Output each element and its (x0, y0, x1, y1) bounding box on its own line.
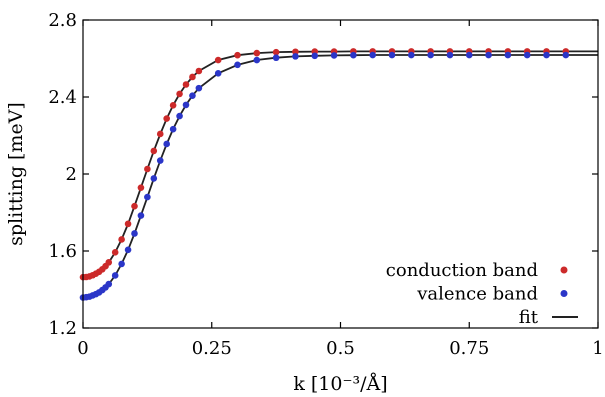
fit-line (82, 50, 598, 279)
x-axis-label: k [10⁻³/Å] (293, 373, 387, 395)
data-point (195, 67, 203, 75)
data-point (169, 101, 177, 109)
series-points (79, 51, 570, 301)
data-point (562, 51, 570, 59)
data-point (131, 230, 138, 237)
data-point (292, 53, 299, 60)
data-point (137, 212, 145, 219)
data-point (182, 81, 190, 88)
data-point (189, 73, 196, 81)
data-point (523, 51, 531, 59)
data-point (408, 51, 415, 59)
data-point (465, 51, 473, 59)
data-point (253, 56, 261, 64)
data-point (163, 115, 170, 122)
data-point (214, 70, 222, 77)
data-point (118, 236, 125, 243)
ticks: 0 0.25 0.5 0.75 1 1.2 1.6 2 2.4 2.8 (48, 10, 603, 359)
data-point (272, 48, 280, 56)
data-point (131, 202, 138, 210)
data-point (150, 147, 158, 155)
data-point (150, 175, 158, 182)
data-point (388, 51, 396, 59)
data-point (105, 259, 113, 266)
data-point (169, 125, 177, 133)
legend-marker (560, 266, 568, 274)
x-tick-label: 0.75 (449, 338, 489, 359)
data-point (543, 51, 550, 59)
legend-marker (560, 290, 568, 297)
data-point (156, 157, 164, 164)
data-point (292, 48, 299, 56)
data-point (272, 54, 280, 62)
data-point (330, 52, 338, 59)
y-tick-label: 2 (66, 164, 77, 185)
y-tick-label: 1.2 (48, 318, 77, 339)
data-point (176, 112, 183, 120)
data-point (156, 130, 164, 138)
x-tick-label: 0 (77, 338, 88, 359)
axes (82, 19, 599, 329)
data-point (137, 184, 145, 191)
data-point (144, 165, 151, 173)
legend-label: fit (519, 307, 539, 328)
data-point (311, 52, 319, 60)
data-point (195, 84, 203, 92)
y-tick-label: 2.4 (48, 87, 77, 108)
data-point (369, 51, 376, 59)
data-point (189, 92, 196, 99)
data-point (504, 51, 512, 59)
data-point (124, 246, 132, 254)
series-points (79, 48, 570, 281)
data-point (144, 193, 151, 201)
legend-label: conduction band (386, 260, 538, 281)
data-point (124, 220, 132, 228)
data-point (253, 49, 261, 57)
x-tick-label: 0.25 (192, 338, 232, 359)
data-point (118, 260, 125, 268)
plot-frame (82, 19, 599, 329)
data-point (111, 249, 119, 256)
x-tick-label: 1 (592, 338, 603, 359)
data-point (214, 56, 222, 64)
data-point (105, 280, 113, 288)
data-point (350, 51, 357, 59)
y-tick-label: 2.8 (48, 10, 77, 31)
data-point (485, 51, 492, 59)
data-point (234, 61, 241, 69)
data-point (163, 140, 170, 148)
data-point (176, 90, 183, 98)
x-tick-label: 0.5 (326, 338, 355, 359)
data-point (111, 272, 119, 279)
legend-label: valence band (416, 284, 538, 305)
data-point (234, 51, 241, 59)
data-point (427, 51, 434, 59)
plot-content (79, 48, 598, 301)
y-axis-label: splitting [meV] (5, 102, 27, 246)
data-point (182, 101, 190, 109)
y-tick-label: 1.6 (48, 241, 77, 262)
data-point (446, 51, 454, 59)
